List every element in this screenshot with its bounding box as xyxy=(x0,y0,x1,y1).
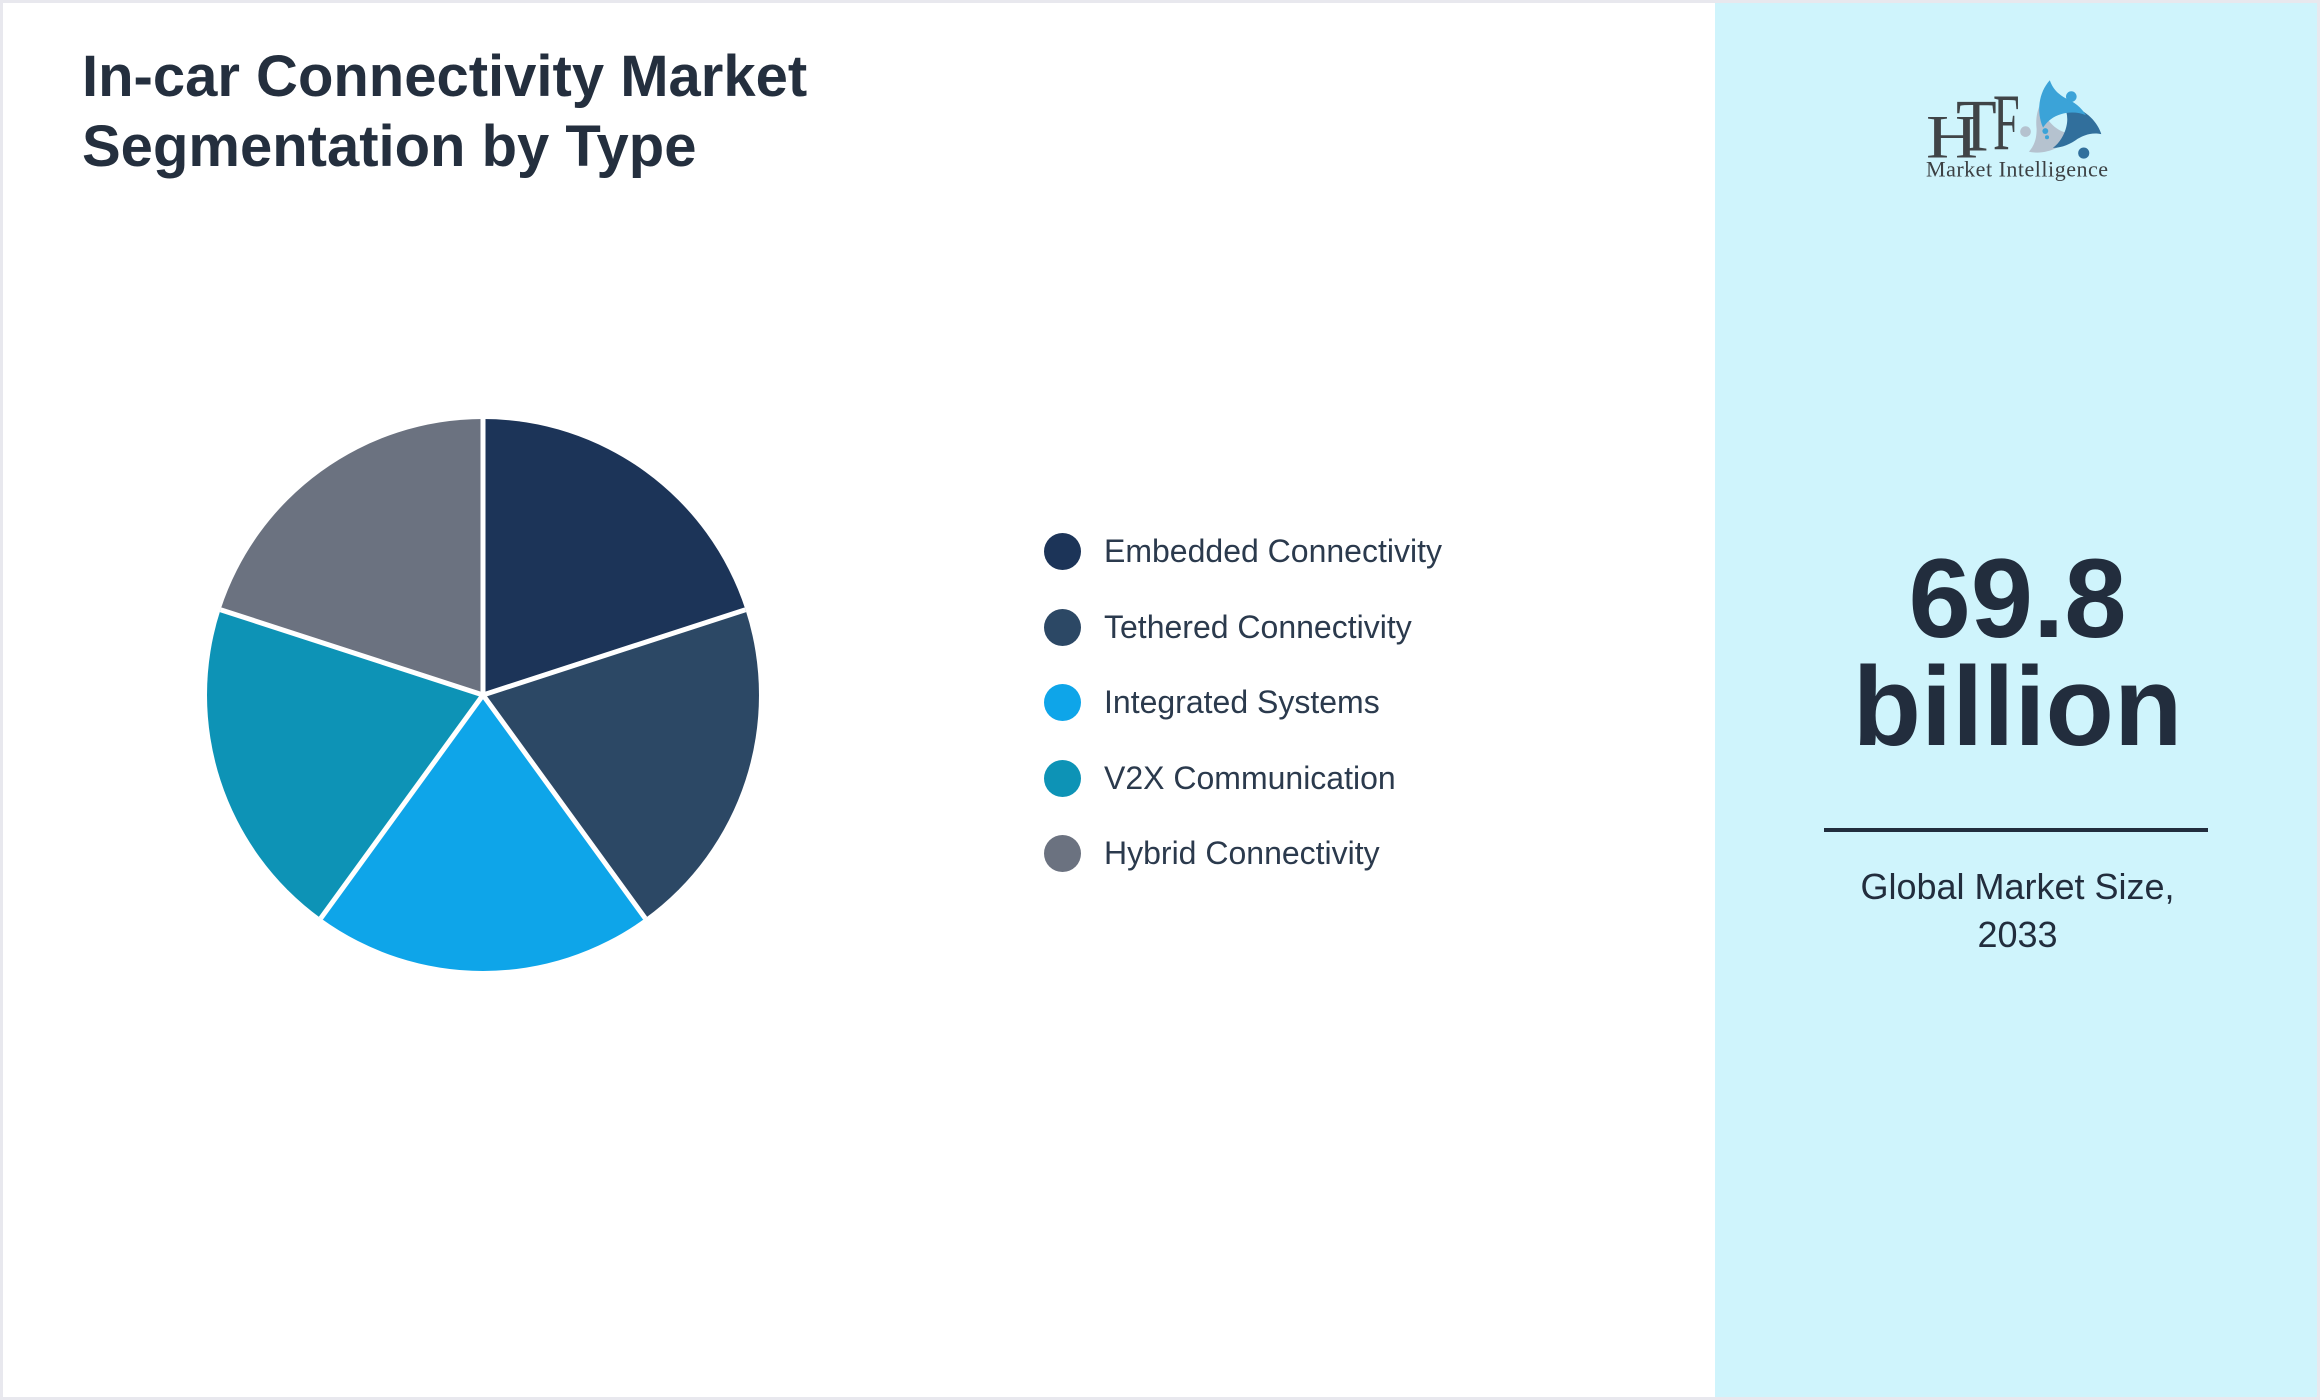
svg-text:Market Intelligence: Market Intelligence xyxy=(1926,157,2108,182)
svg-text:H: H xyxy=(1926,104,1978,171)
svg-text:F: F xyxy=(1993,79,2020,168)
svg-text:T: T xyxy=(1956,86,1997,168)
